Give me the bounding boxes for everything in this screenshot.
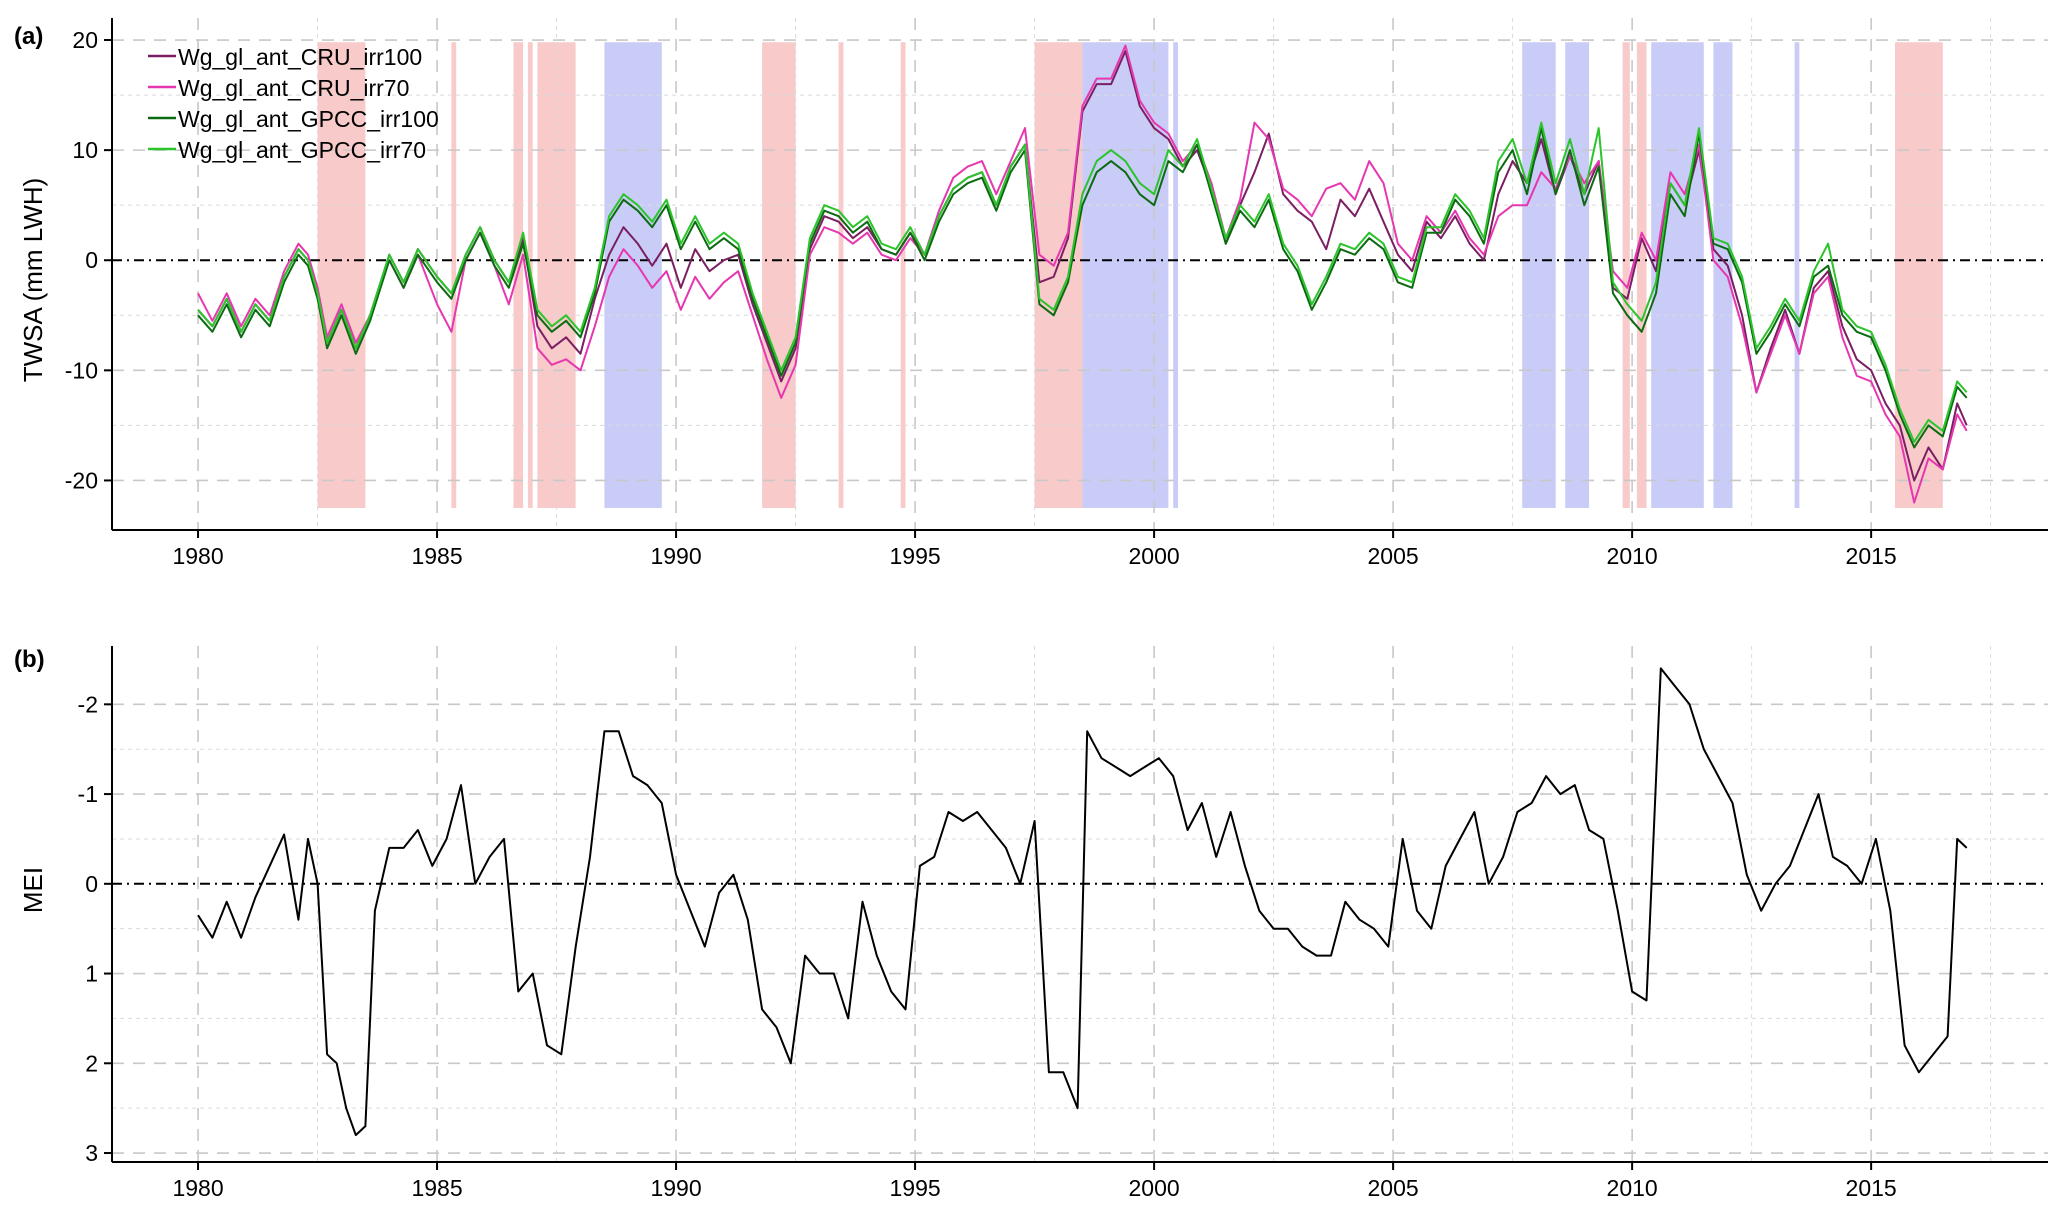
panel-b-gridlines xyxy=(112,646,2048,1162)
shaded-period-wet xyxy=(1082,42,1169,508)
series-line-mei xyxy=(197,667,1968,1137)
shaded-period-drought xyxy=(1636,42,1647,508)
panel-a-gridlines xyxy=(112,18,2048,530)
x-tick-label: 1985 xyxy=(411,543,462,569)
x-tick-label: 1990 xyxy=(650,543,701,569)
series-line-wg-gl-ant-gpcc-irr70 xyxy=(197,121,1968,443)
panel-b-mei-chart: (b) -2 -1 0 1 2 3 1980 1985 1990 1995 2000 2005 2010… xyxy=(14,646,2048,1201)
legend-label-wg-gl-ant-cru-irr100: Wg_gl_ant_CRU_irr100 xyxy=(178,44,422,70)
panel-a-legend: Wg_gl_ant_CRU_irr100 Wg_gl_ant_CRU_irr70 W… xyxy=(148,44,439,163)
shaded-period-wet xyxy=(1713,42,1733,508)
panel-b-label: (b) xyxy=(14,646,45,673)
shaded-period-wet xyxy=(1522,42,1556,508)
y-tick-label: 10 xyxy=(72,137,98,163)
y-tick-label: -20 xyxy=(65,467,98,493)
y-tick-label: -10 xyxy=(65,357,98,383)
y-tick-label: 2 xyxy=(85,1050,98,1076)
x-tick-label: 1995 xyxy=(889,1175,940,1201)
x-tick-label: 2005 xyxy=(1368,543,1419,569)
x-tick-label: 1995 xyxy=(889,543,940,569)
series-line-wg-gl-ant-gpcc-irr100 xyxy=(197,127,1968,449)
legend-label-wg-gl-ant-cru-irr70: Wg_gl_ant_CRU_irr70 xyxy=(178,75,409,101)
y-tick-label: 1 xyxy=(85,961,98,987)
shaded-period-drought xyxy=(900,42,906,508)
y-tick-label: 20 xyxy=(72,27,98,53)
shaded-period-drought xyxy=(451,42,457,508)
shaded-period-drought xyxy=(317,42,366,508)
x-tick-label: 2015 xyxy=(1846,543,1897,569)
x-tick-label: 1980 xyxy=(172,1175,223,1201)
shaded-period-wet xyxy=(1794,42,1800,508)
y-tick-label: 0 xyxy=(85,871,98,897)
panel-b-series-lines xyxy=(197,667,1968,1137)
x-tick-label: 2005 xyxy=(1368,1175,1419,1201)
shaded-period-wet xyxy=(1173,42,1178,508)
x-tick-label: 2000 xyxy=(1129,543,1180,569)
y-tick-label: 0 xyxy=(85,247,98,273)
x-tick-label: 1990 xyxy=(650,1175,701,1201)
shaded-period-wet xyxy=(1565,42,1590,508)
x-tick-label: 2015 xyxy=(1846,1175,1897,1201)
panel-a-label: (a) xyxy=(14,23,43,50)
panel-a-shaded-periods xyxy=(317,42,1943,508)
panel-a-series-lines xyxy=(197,44,1968,504)
legend-label-wg-gl-ant-gpcc-irr70: Wg_gl_ant_GPCC_irr70 xyxy=(178,137,426,163)
panel-a-axes: -20 -10 0 10 20 1980 1985 1990 1995 2000 2005 2010 2… xyxy=(65,18,2048,569)
x-tick-label: 2010 xyxy=(1607,543,1658,569)
shaded-period-drought xyxy=(838,42,844,508)
x-tick-label: 1985 xyxy=(411,1175,462,1201)
panel-a-y-axis-label: TWSA (mm LWH) xyxy=(18,178,48,383)
shaded-period-drought xyxy=(1622,42,1630,508)
x-tick-label: 1980 xyxy=(172,543,223,569)
panel-b-y-axis-label: MEI xyxy=(18,867,48,913)
shaded-period-drought xyxy=(513,42,524,508)
y-tick-label: 3 xyxy=(85,1140,98,1166)
shaded-period-wet xyxy=(1651,42,1704,508)
legend-label-wg-gl-ant-gpcc-irr100: Wg_gl_ant_GPCC_irr100 xyxy=(178,106,439,132)
x-tick-label: 2010 xyxy=(1607,1175,1658,1201)
shaded-period-drought xyxy=(1034,42,1083,508)
shaded-period-wet xyxy=(604,42,662,508)
panel-b-axes: -2 -1 0 1 2 3 1980 1985 1990 1995 2000 2005 2010 2015 xyxy=(78,646,2048,1201)
shaded-period-drought xyxy=(762,42,796,508)
y-tick-label: -1 xyxy=(78,781,98,807)
x-tick-label: 2000 xyxy=(1129,1175,1180,1201)
y-tick-label: -2 xyxy=(78,691,98,717)
panel-a-twsa-chart: (a) -20 -10 0 10 20 1980 1985 1990 1995 2000 2005 2… xyxy=(14,18,2048,569)
